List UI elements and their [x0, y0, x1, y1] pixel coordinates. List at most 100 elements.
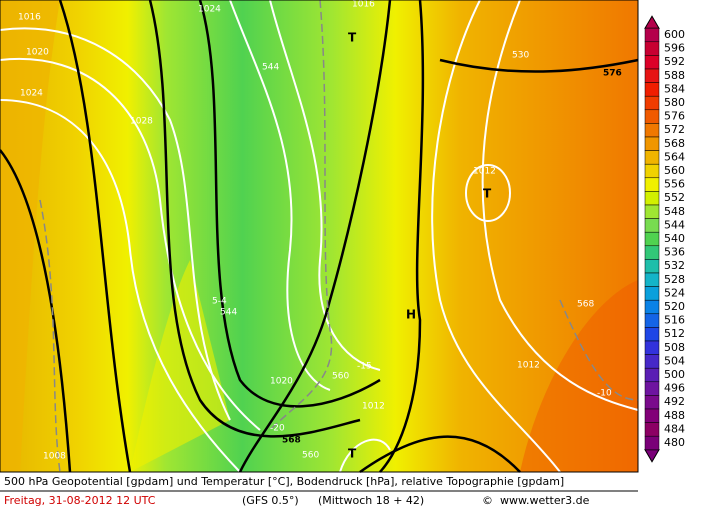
legend-label: 544 [664, 218, 685, 231]
footer-run: (Mittwoch 18 + 42) [318, 494, 424, 507]
geopotential-lines [0, 0, 639, 474]
map-label: 530 [512, 51, 529, 61]
footer-model: (GFS 0.5°) [242, 494, 299, 507]
map-label: 544 [262, 63, 279, 73]
map-label: -10 [597, 389, 612, 399]
legend-label: 556 [664, 178, 685, 191]
map-label: 1020 [26, 48, 49, 58]
legend-swatch [644, 55, 660, 70]
map-label: 1016 [352, 0, 375, 10]
legend-swatch [644, 191, 660, 206]
legend-swatch [644, 68, 660, 83]
footer-copyright: © [482, 494, 493, 507]
legend-swatch [644, 136, 660, 151]
legend-label: 508 [664, 341, 685, 354]
legend-swatch [644, 218, 660, 233]
legend-label: 532 [664, 259, 685, 272]
legend-label: 600 [664, 28, 685, 41]
legend-swatch [644, 327, 660, 342]
legend-label: 564 [664, 150, 685, 163]
legend-label: 492 [664, 395, 685, 408]
map-label: 1012 [362, 402, 385, 412]
map-label: 1012 [473, 167, 496, 177]
legend-label: 512 [664, 327, 685, 340]
legend-swatch [644, 163, 660, 179]
shade [0, 0, 60, 472]
legend-swatch [644, 41, 660, 56]
map-label: 576 [603, 69, 622, 79]
legend-label: 520 [664, 300, 685, 313]
color-legend: 6005965925885845805765725685645605565525… [644, 15, 685, 463]
legend-swatch [644, 272, 660, 287]
legend-swatch [644, 299, 660, 315]
legend-label: 484 [664, 422, 685, 435]
map-label: 1020 [270, 377, 293, 387]
legend-swatch [644, 340, 660, 355]
legend-swatch [644, 259, 660, 274]
legend-swatch [644, 82, 660, 97]
legend-label: 568 [664, 137, 685, 150]
legend-label: 480 [664, 436, 685, 449]
map-label: 1016 [18, 13, 41, 23]
legend-swatch [644, 150, 660, 165]
legend-swatch [644, 422, 660, 437]
map-label: T [348, 447, 357, 461]
legend-label: 572 [664, 123, 685, 136]
map-label: H [406, 308, 416, 322]
legend-swatch [644, 381, 660, 396]
legend-label: 596 [664, 42, 685, 55]
legend-label: 548 [664, 205, 685, 218]
isobars [0, 0, 638, 472]
legend-swatch [644, 286, 660, 301]
legend-arrow-bottom [644, 449, 660, 463]
legend-label: 592 [664, 55, 685, 68]
legend-swatch [644, 123, 660, 138]
map-label: 560 [332, 372, 349, 382]
map-label: 560 [302, 451, 319, 461]
legend-label: 552 [664, 191, 685, 204]
legend-label: 516 [664, 314, 685, 327]
legend-label: 576 [664, 110, 685, 123]
legend-swatch [644, 435, 660, 451]
map-label: 1012 [517, 361, 540, 371]
map: 1016 1020 1024 1028 1024 T 1016 544 530 … [0, 0, 639, 474]
shade [520, 280, 638, 472]
legend-swatch [644, 231, 660, 247]
map-labels: 1016 1020 1024 1028 1024 T 1016 544 530 … [18, 0, 622, 462]
legend-label: 524 [664, 286, 685, 299]
map-label: 1024 [20, 89, 43, 99]
legend-label: 540 [664, 232, 685, 245]
map-frame [0, 0, 639, 473]
legend-swatch [644, 408, 660, 423]
map-label: -20 [270, 424, 285, 434]
legend-label: 528 [664, 273, 685, 286]
map-label: T [348, 31, 357, 45]
legend-label: 560 [664, 164, 685, 177]
footer-date: Freitag, 31-08-2012 12 UTC [4, 494, 156, 507]
map-label: 568 [282, 436, 301, 446]
legend-swatch [644, 367, 660, 383]
map-label: 1028 [130, 117, 153, 127]
legend-label: 496 [664, 382, 685, 395]
legend-label: 504 [664, 354, 685, 367]
legend-swatch [644, 204, 660, 219]
legend-swatch [644, 313, 660, 328]
legend-swatch [644, 245, 660, 260]
legend-swatch [644, 109, 660, 124]
legend-swatch [644, 95, 660, 111]
footer-description: 500 hPa Geopotential [gpdam] und Tempera… [4, 475, 564, 488]
legend-label: 488 [664, 409, 685, 422]
temperature-lines [39, 0, 639, 473]
map-label: 1008 [43, 452, 66, 462]
legend-swatch [644, 27, 660, 43]
legend-swatch [644, 354, 660, 369]
legend-label: 580 [664, 96, 685, 109]
legend-arrow-top [644, 15, 660, 29]
shade [130, 260, 230, 472]
map-label: 568 [577, 300, 594, 310]
map-label: -15 [357, 362, 372, 372]
legend-swatch [644, 395, 660, 410]
map-label: 1024 [198, 5, 221, 15]
footer-site: www.wetter3.de [500, 494, 590, 507]
